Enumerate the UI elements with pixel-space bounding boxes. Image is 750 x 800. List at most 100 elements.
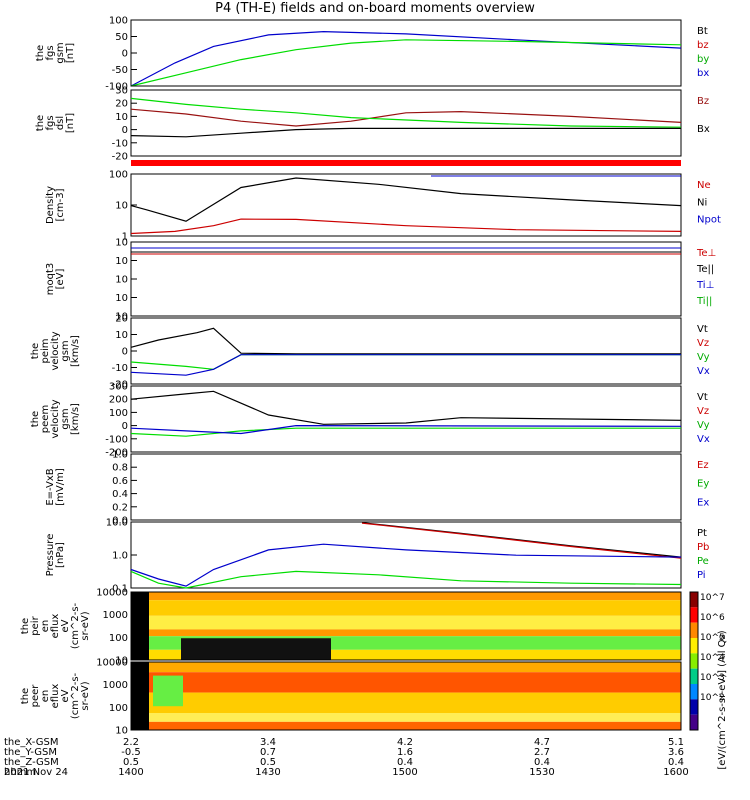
ylabel-8-2: en [40,620,51,633]
flag-bar [131,160,681,166]
ylabel-8-6: sr-eV) [80,611,91,640]
ylabel-5-4: [km/s] [70,403,81,435]
ytick-label-0-1: 50 [115,32,128,43]
ylabel-8-3: eflux [50,614,61,639]
series-fgs-dsl-Bx [130,127,681,138]
ytick-label-0-3: -50 [112,65,128,76]
ytick-label-5-1: 200 [109,395,128,406]
xrow-value-3-1: 1430 [255,767,280,778]
ytick-label-0-4: -100 [105,82,128,93]
colorbar-seg-1 [690,607,698,623]
ytick-label-1-1: 20 [115,99,128,110]
xrow-value-2-4: 0.4 [668,757,684,768]
ylabel-9-3: eflux [50,684,61,709]
ytick-label-6-1: 0.8 [112,463,128,474]
ytick-label-3-2: 10 [115,275,128,286]
legend-6-0: Ez [697,460,709,471]
legend-2-2: Npot [697,215,721,226]
colorbar-tick-3: 10^4 [700,653,725,663]
heatmap-band-9-4 [131,721,681,730]
ytick-label-3-4: 10 [115,312,128,323]
legend-6-1: Ey [697,479,709,490]
heatmap-band-8-1 [131,600,681,616]
ylabel-5-3: gsm [60,408,71,429]
ytick-label-9-3: 10 [115,726,128,737]
ytick-label-4-4: -20 [112,380,128,391]
series-pressure-Pe [130,570,682,589]
ylabel-5-2: velocity [50,399,61,438]
heatmap-band-8-5 [131,649,681,660]
ylabel-0-2: gsm [55,42,66,63]
legend-0-0: Bt [697,26,708,37]
xrow-label-3: hhmm [4,767,36,778]
ylabel-0-1: fgs [45,45,56,60]
xrow-value-2-1: 0.5 [260,757,276,768]
xrow-value-3-3: 1530 [529,767,554,778]
legend-2-1: Ni [697,197,707,208]
ytick-label-5-5: -200 [105,448,128,459]
colorbar-label: [eV/(cm^2-s-sr-eV)] (All Qs) [717,630,728,769]
legend-5-1: Vz [697,406,709,417]
legend-7-0: Pt [697,528,707,539]
ylabel-1-0: the [35,115,46,131]
ylabel-9-6: sr-eV) [80,681,91,710]
xrow-label-0: the_X-GSM [4,737,58,748]
ylabel-4-3: gsm [60,340,71,361]
series-fgs-dsl-green [130,97,682,128]
ylabel-9-5: (cm^2-s- [70,672,81,719]
ylabel-4-1: peim [40,338,51,363]
ylabel-0-3: [nT] [65,43,76,63]
colorbar-tick-0: 10^7 [700,593,725,603]
panel-frame-9 [130,661,682,731]
colorbar-tick-1: 10^6 [700,613,725,623]
ytick-label-1-2: 10 [115,112,128,123]
ylabel-5-1: peem [40,405,51,433]
heatmap-band-9-2 [131,692,681,713]
ylabel-4-2: velocity [50,331,61,370]
legend-7-3: Pi [697,570,706,581]
ytick-label-7-0: 10.0 [106,518,128,529]
xrow-value-2-3: 0.4 [534,757,550,768]
ylabel-1-2: dsl [55,116,66,130]
panel-frame-4 [130,317,682,385]
colorbar-frame [689,591,699,731]
ylabel-2-1: [cm-3] [55,188,66,221]
ytick-label-5-2: 100 [109,408,128,419]
ytick-label-3-0: 10 [115,238,128,249]
ytick-label-0-2: 0 [122,49,128,60]
legend-0-2: by [697,54,709,65]
xrow-value-0-3: 4.7 [534,737,550,748]
ytick-label-8-3: 10 [115,656,128,667]
xrow-value-2-2: 0.4 [397,757,413,768]
xrow-value-1-0: -0.5 [121,747,141,758]
ytick-label-1-5: -20 [112,152,128,163]
legend-0-3: bx [697,68,709,79]
heatmap-band-9-3 [131,713,681,722]
series-fgs-gsm-by [130,39,682,87]
xrow-value-1-2: 1.6 [397,747,413,758]
heatmap-band-8-0 [131,592,681,601]
colorbar-tick-5: 10^2 [700,693,725,703]
panel-frame-0 [130,19,682,87]
ylabel-3-1: [eV] [55,269,66,290]
ytick-label-2-2: 1 [122,232,128,243]
colorbar-seg-8 [690,714,698,730]
legend-4-3: Vx [697,366,710,377]
ytick-label-4-0: 20 [115,314,128,325]
heatmap-band-9-0 [131,662,681,673]
series-fgs-gsm-bx [130,30,682,87]
legend-7-1: Pb [697,542,709,553]
ylabel-1-3: [nT] [65,113,76,133]
ytick-label-4-2: 0 [122,347,128,358]
panel-frame-3 [130,241,682,317]
legend-3-1: Te|| [696,264,714,275]
series-peem-Vx [130,424,682,435]
legend-3-3: Ti|| [696,296,712,307]
ytick-label-8-0: 10000 [96,588,128,599]
legend-0-1: bz [697,40,709,51]
plot-title: P4 (TH-E) fields and on-board moments ov… [215,1,535,16]
heatmap-dark-region [181,638,331,660]
ytick-label-4-3: -10 [112,363,128,374]
ylabel-6-0: E=-VxB [45,468,56,505]
